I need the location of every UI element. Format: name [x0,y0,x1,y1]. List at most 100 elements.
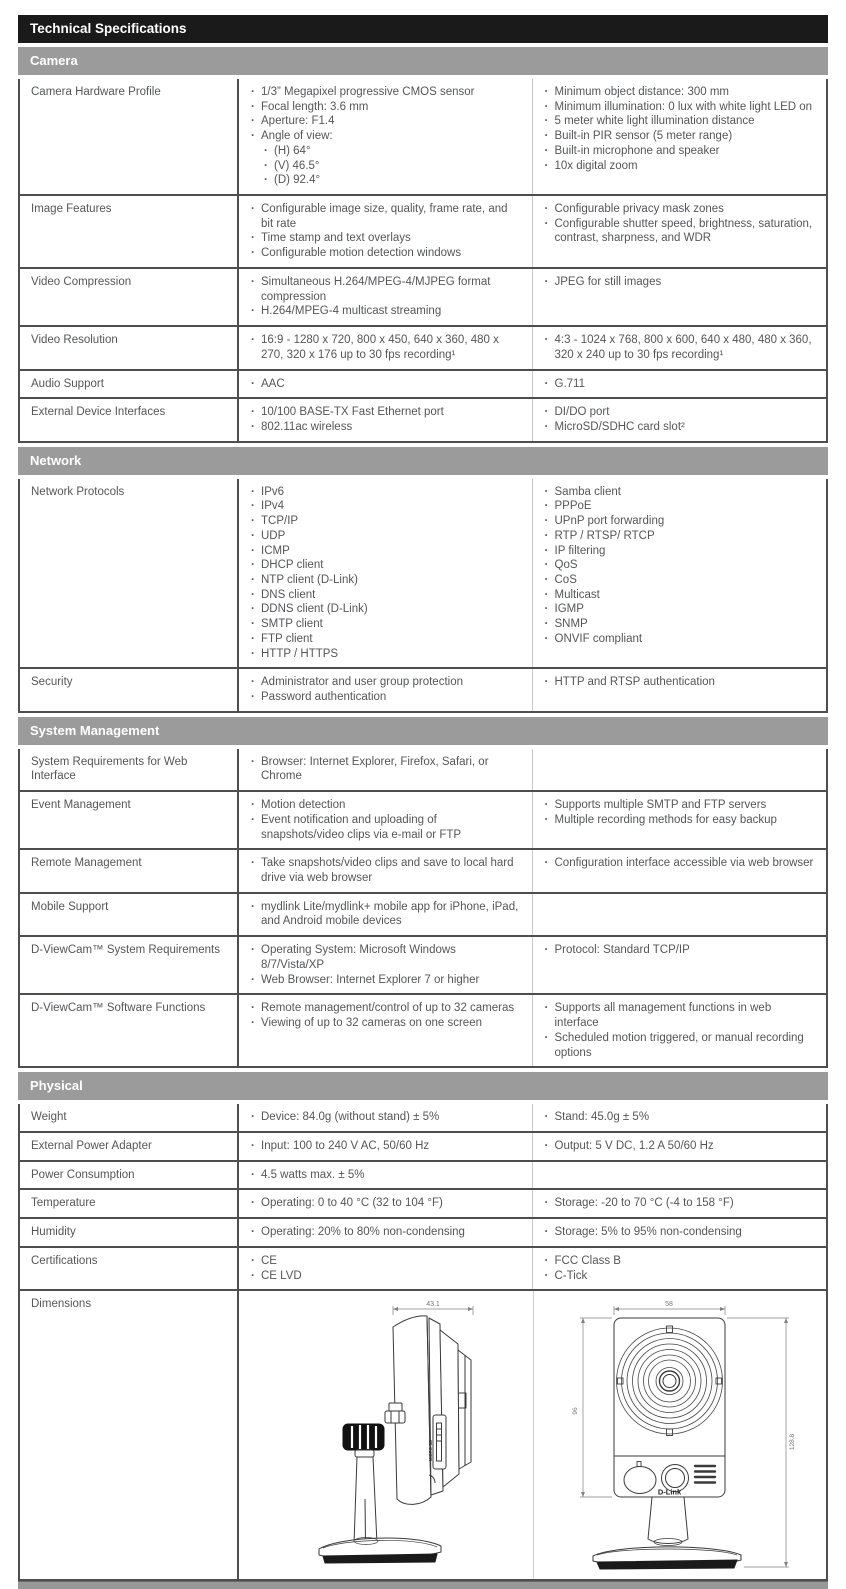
bullet-item: IP filtering [542,544,817,559]
front-logo-text: D-Link [658,1488,682,1497]
row-col1: 1/3” Megapixel progressive CMOS sensorFo… [239,79,533,195]
spec-row: Video Compression Simultaneous H.264/MPEG… [20,266,826,326]
spec-row: External Device Interfaces 10/100 BASE-TX… [20,397,826,441]
bullet-item: Protocol: Standard TCP/IP [542,943,817,958]
spec-row: External Power AdapterInput: 100 to 240 … [20,1130,826,1160]
row-col2: Stand: 45.0g ± 5% [533,1104,827,1131]
row-col2 [533,1162,827,1189]
bullet-item: Configurable privacy mask zones [542,202,817,217]
row-col1: mydlink Lite/mydlink+ mobile app for iPh… [239,893,533,936]
bullet-item: HTTP and RTSP authentication [542,675,817,690]
bullet-item: Configurable motion detection windows [248,246,522,261]
bullet-item: Supports all management functions in web… [542,1001,817,1030]
bullet-item: G.711 [542,377,817,392]
bullet-item: Operating System: Microsoft Windows 8/7/… [248,943,522,972]
row-label: D-ViewCam™ System Requirements [20,937,239,994]
bullet-item: UPnP port forwarding [542,514,817,529]
row-label: Image Features [20,196,239,267]
spec-row: Mobile Support mydlink Lite/mydlink+ mobi… [20,891,826,936]
bullet-item: Web Browser: Internet Explorer 7 or high… [248,973,522,988]
section-rows: WeightDevice: 84.0g (without stand) ± 5%… [18,1104,828,1582]
row-col2: Configurable privacy mask zonesConfigura… [533,196,827,267]
bullet-item: DHCP client [248,558,522,573]
row-col2: FCC Class BC-Tick [533,1248,827,1289]
row-col2: G.711 [533,371,827,398]
row-col1: Operating: 20% to 80% non-condensing [239,1219,533,1246]
row-col2: Samba clientPPPoEUPnP port forwardingRTP… [533,479,827,668]
row-col2: Configuration interface accessible via w… [533,850,827,891]
bullet-item: TCP/IP [248,514,522,529]
bullet-item: 4.5 watts max. ± 5% [248,1168,522,1183]
dimensions-drawing-cell: 43.1 MICRO-SD [239,1291,826,1580]
bullet-item: 4:3 - 1024 x 768, 800 x 600, 640 x 480, … [542,333,817,362]
section-header: System Management [18,716,828,745]
bullet-item: Viewing of up to 32 cameras on one scree… [248,1016,522,1031]
bullet-item: Angle of view: [248,129,522,144]
row-columns: Device: 84.0g (without stand) ± 5% Stand:… [239,1104,826,1131]
spec-row: Audio Support AAC G.711 [20,368,827,398]
bullet-item: IGMP [542,602,817,617]
bullet-item: Motion detection [248,798,522,813]
row-columns: 16:9 - 1280 x 720, 800 x 450, 640 x 360,… [239,327,827,369]
spec-row: Image Features Configurable image size, q… [20,194,826,267]
bullet-item: QoS [542,558,817,573]
bullet-item: Stand: 45.0g ± 5% [542,1110,817,1125]
row-col1: Configurable image size, quality, frame … [239,196,533,267]
bullet-item: (V) 46.5° [261,159,522,174]
bullet-item: CE [248,1254,522,1269]
bullet-item: Configurable shutter speed, brightness, … [542,217,817,246]
row-col1: Input: 100 to 240 V AC, 50/60 Hz [239,1132,533,1160]
bullet-item: SNMP [542,617,817,632]
bullet-item: H.264/MPEG-4 multicast streaming [248,304,522,319]
row-label: Event Management [20,792,239,849]
bullet-item: Configuration interface accessible via w… [542,856,817,871]
bullet-item: AAC [248,377,522,392]
bullet-item: IPv4 [248,499,522,514]
row-label: External Device Interfaces [20,399,239,441]
bullet-item: NTP client (D-Link) [248,573,522,588]
bullet-item: Storage: 5% to 95% non-condensing [542,1225,817,1240]
bullet-item: PPPoE [542,499,817,514]
bullet-item: 5 meter white light illumination distanc… [542,114,817,129]
bullet-item: Operating: 0 to 40 °C (32 to 104 °F) [248,1196,522,1211]
row-label: Network Protocols [20,478,239,668]
spec-row: Event ManagementMotion detectionEvent no… [20,790,826,849]
bullet-item: Password authentication [248,690,522,705]
spec-row: TemperatureOperating: 0 to 40 °C (32 to … [20,1188,826,1218]
row-label: External Power Adapter [20,1132,239,1160]
spec-row: Remote Management Take snapshots/video cl… [20,848,827,892]
row-columns: CECE LVD FCC Class BC-Tick [239,1247,827,1290]
bullet-item: FTP client [248,632,522,647]
bullet-item: Output: 5 V DC, 1.2 A 50/60 Hz [542,1139,817,1154]
spec-row: WeightDevice: 84.0g (without stand) ± 5%… [20,1104,826,1131]
bullet-item: UDP [248,529,522,544]
row-columns: 1/3” Megapixel progressive CMOS sensorFo… [239,79,826,195]
spec-row: D-ViewCam™ System Requirements Operating … [20,935,826,994]
bullet-item: Multicast [542,588,817,603]
bullet-item: 10/100 BASE-TX Fast Ethernet port [248,405,522,420]
bullet-item: 802.11ac wireless [248,420,522,435]
card-slot-label: MICRO-SD [428,1440,433,1461]
bullet-item: Take snapshots/video clips and save to l… [248,856,522,885]
row-col2: HTTP and RTSP authentication [533,669,827,710]
bullet-item: (D) 92.4° [261,173,522,188]
spec-row: SecurityAdministrator and user group pro… [20,667,827,711]
bullet-item: Administrator and user group protection [248,675,522,690]
row-label: Power Consumption [20,1161,239,1189]
bullet-item: Minimum object distance: 300 mm [542,85,817,100]
section-rows: System Requirements for Web Interface Bro… [18,748,828,1069]
row-columns: Input: 100 to 240 V AC, 50/60 Hz Output: … [239,1132,826,1160]
row-col2: 4:3 - 1024 x 768, 800 x 600, 640 x 480, … [533,327,827,368]
section-header: Camera [18,47,828,75]
row-col1: AAC [239,370,533,398]
bullet-item: CE LVD [248,1269,522,1284]
row-label: Humidity [20,1219,239,1246]
bullet-item: Supports multiple SMTP and FTP servers [542,798,817,813]
row-col1: Simultaneous H.264/MPEG-4/MJPEG format c… [239,268,533,326]
bullet-item: DNS client [248,588,522,603]
bullet-item: IPv6 [248,485,522,500]
spec-row: System Requirements for Web Interface Bro… [20,748,826,791]
row-columns: mydlink Lite/mydlink+ mobile app for iPh… [239,893,826,936]
row-columns: Take snapshots/video clips and save to l… [239,850,827,892]
